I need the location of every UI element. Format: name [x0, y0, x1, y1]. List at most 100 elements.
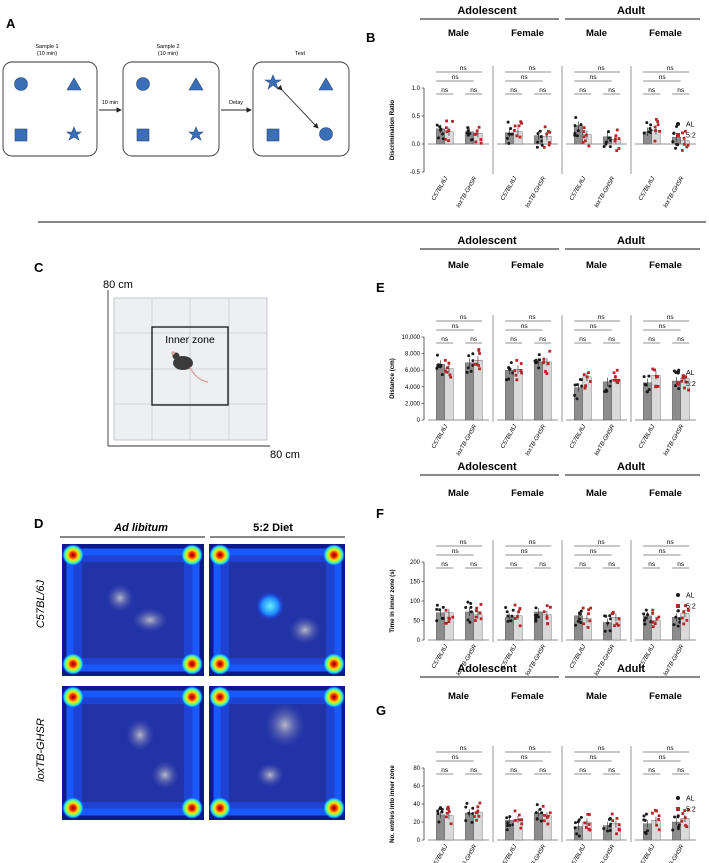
data-point-diet	[478, 352, 481, 355]
data-point-al	[505, 828, 509, 832]
data-point-al	[508, 815, 512, 819]
data-point-al	[673, 815, 677, 819]
data-point-al	[642, 814, 646, 818]
data-point-diet	[684, 129, 687, 133]
data-point-diet	[587, 612, 590, 616]
arrow-delay-label: Delay	[229, 100, 243, 106]
panel-label-d: D	[34, 516, 43, 531]
sex-label: Female	[511, 260, 544, 271]
test-box: Test	[252, 51, 350, 157]
data-point-diet	[583, 821, 587, 825]
data-point-al	[435, 123, 439, 127]
data-point-al	[440, 810, 444, 814]
y-tick-label: 0.5	[412, 114, 421, 120]
ns-label: ns	[659, 548, 667, 555]
legend-al-label: AL	[686, 593, 695, 600]
ns-label: ns	[460, 745, 468, 752]
panel-a-schematic: Sample 1 (10 min) 10 min Sample 2 (10 mi…	[2, 44, 350, 157]
data-point-al	[466, 129, 470, 133]
sample1-subtitle: (10 min)	[37, 51, 57, 57]
data-point-diet	[684, 380, 688, 384]
data-point-diet	[683, 386, 686, 390]
ns-label: ns	[460, 539, 468, 546]
x-category-label: loxTB-GHSR	[594, 423, 617, 457]
data-point-diet	[617, 617, 621, 621]
data-point-al	[603, 629, 607, 633]
ns-label: ns	[648, 561, 656, 568]
data-point-al	[603, 614, 607, 618]
data-point-diet	[616, 381, 620, 385]
data-point-al	[508, 823, 512, 827]
data-point-diet	[613, 137, 617, 141]
data-point-al	[440, 373, 444, 377]
data-point-diet	[518, 135, 522, 139]
data-point-diet	[475, 362, 479, 366]
data-point-al	[467, 354, 471, 358]
data-point-diet	[548, 130, 552, 134]
y-tick-label: 0	[417, 838, 421, 844]
data-point-diet	[477, 364, 480, 367]
x-category-label: C57BL/6J	[569, 175, 588, 202]
legend-al-label: AL	[686, 122, 695, 129]
ns-label: ns	[579, 767, 587, 774]
data-point-diet	[654, 129, 657, 132]
data-point-diet	[616, 623, 620, 627]
data-point-al	[644, 383, 648, 387]
y-tick-label: 10,000	[402, 335, 421, 341]
data-point-diet	[517, 610, 521, 614]
data-point-diet	[585, 375, 589, 379]
ns-label: ns	[470, 767, 478, 774]
data-point-diet	[446, 807, 450, 811]
data-point-diet	[445, 119, 448, 123]
data-point-al	[647, 388, 651, 392]
data-point-diet	[683, 816, 687, 820]
bar-al	[464, 611, 474, 641]
data-point-diet	[583, 139, 587, 143]
data-point-diet	[513, 369, 517, 373]
data-point-diet	[518, 624, 522, 628]
data-point-al	[575, 134, 579, 138]
data-point-diet	[682, 136, 686, 140]
data-point-diet	[613, 139, 617, 143]
data-point-al	[464, 819, 468, 823]
data-point-diet	[657, 818, 660, 821]
data-point-diet	[513, 603, 517, 607]
data-point-al	[438, 128, 442, 132]
data-point-al	[676, 143, 680, 147]
data-point-al	[511, 608, 515, 612]
sex-label: Female	[511, 28, 544, 39]
data-point-diet	[519, 362, 523, 365]
panel-d-heatmaps: Ad libitum 5:2 Diet C57BL/6J loxTB-GHSR	[35, 522, 345, 820]
legend-diet-marker	[676, 807, 680, 811]
data-point-al	[437, 820, 441, 824]
chart-g: Adolescent Adult 80 60 40 20 0 No. entries into…	[389, 663, 700, 863]
y-axis-label: No. entries into inner zone	[389, 765, 396, 843]
data-point-diet	[582, 135, 586, 139]
data-point-al	[504, 606, 508, 610]
data-point-diet	[680, 616, 684, 620]
sex-label: Male	[586, 488, 607, 499]
data-point-diet	[474, 609, 478, 613]
data-point-al	[466, 126, 470, 130]
data-point-al	[645, 121, 649, 125]
data-point-diet	[686, 143, 690, 147]
bar-al	[533, 361, 543, 421]
ns-label: ns	[470, 336, 478, 343]
star-object	[188, 126, 204, 141]
data-point-al	[607, 136, 611, 140]
data-point-al	[578, 612, 582, 616]
ns-label: ns	[539, 336, 547, 343]
data-point-al	[505, 136, 509, 140]
triangle-object	[188, 77, 204, 91]
ns-label: ns	[510, 336, 518, 343]
data-point-diet	[684, 375, 688, 379]
data-point-diet	[687, 388, 690, 392]
data-point-al	[648, 127, 652, 131]
ns-label: ns	[667, 745, 675, 752]
ns-label: ns	[677, 336, 685, 343]
data-point-al	[441, 132, 445, 136]
data-point-diet	[687, 808, 690, 812]
sample2-box: Sample 2 (10 min)	[122, 44, 220, 157]
y-tick-label: 4,000	[405, 385, 421, 391]
data-point-al	[510, 614, 514, 618]
